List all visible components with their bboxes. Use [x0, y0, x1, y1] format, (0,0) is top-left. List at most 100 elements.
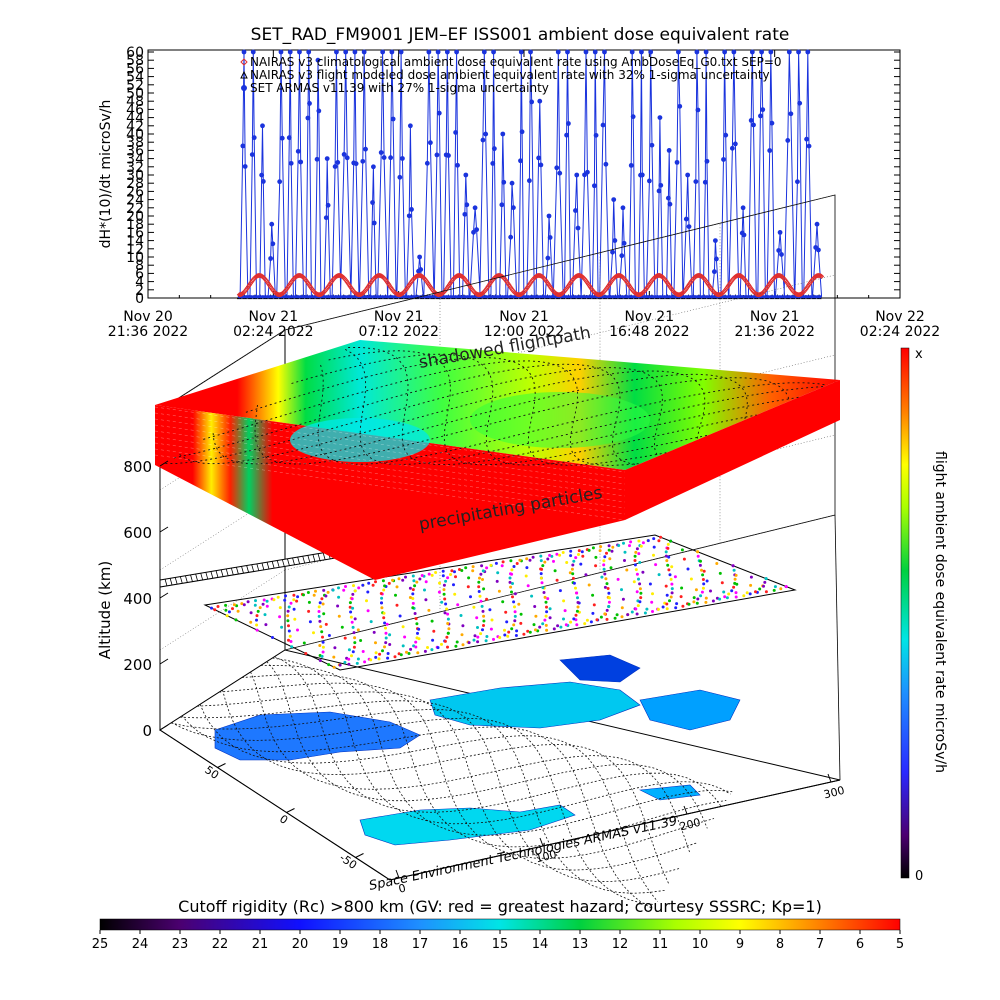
armas-point [741, 232, 747, 238]
orbit-track-point [321, 602, 325, 606]
orbit-track-point [480, 564, 484, 568]
orbit-track-point [464, 566, 468, 570]
orbit-track-point [430, 648, 434, 652]
armas-point [455, 162, 460, 168]
longitude-tick [539, 837, 544, 847]
armas-baseline-point [294, 295, 298, 299]
orbit-track-point [645, 607, 649, 611]
orbit-track-point [548, 616, 552, 620]
ground-track [250, 671, 691, 854]
orbit-track-point [413, 584, 417, 588]
armas-baseline-point [249, 295, 253, 299]
armas-point [536, 155, 542, 161]
orbit-edge-tick [287, 558, 290, 566]
y-tick-label: 24 [126, 193, 144, 209]
front-edge [159, 729, 391, 881]
orbit-track-point [565, 561, 569, 564]
armas-point [711, 269, 717, 275]
armas-point [409, 207, 414, 212]
armas-point [545, 255, 551, 261]
legend-label: SET ARMAS v11.39 with 27% 1-sigma uncert… [250, 81, 549, 95]
armas-point [518, 49, 524, 55]
orbit-track-point [337, 595, 341, 599]
armas-baseline-point [486, 295, 491, 299]
orbit-track-point [571, 563, 575, 567]
orbit-edge-tick [317, 553, 321, 561]
orbit-track-point [411, 588, 415, 592]
orbit-track-point [350, 620, 354, 624]
orbit-track-point [420, 574, 424, 577]
orbit-track-point [696, 597, 700, 601]
orbit-track-point [442, 588, 446, 592]
armas-baseline-point [430, 295, 434, 299]
x-tick-label-time: 07:12 2022 [358, 324, 438, 340]
armas-baseline-point [336, 295, 340, 299]
orbit-track-point [484, 639, 488, 643]
orbit-track-point [540, 581, 544, 585]
orbit-track-point [249, 620, 253, 624]
orbit-track-point [265, 604, 269, 608]
orbit-track-point [579, 562, 583, 566]
orbit-track-point [670, 582, 674, 586]
armas-point [378, 150, 384, 155]
orbit-track-point [510, 590, 513, 594]
orbit-track-point [515, 562, 519, 565]
orbit-track-point [357, 586, 361, 590]
armas-series [237, 49, 823, 299]
orbit-track-point [701, 586, 705, 590]
armas-baseline-point [696, 295, 700, 299]
armas-baseline-point [322, 295, 326, 299]
orbit-track-point [480, 604, 484, 608]
orbit-track-point [512, 565, 516, 568]
latitude-tick [355, 853, 364, 858]
armas-baseline-point [254, 295, 258, 299]
orbit-track-point [382, 588, 386, 592]
armas-baseline-point [348, 295, 352, 299]
armas-baseline-point [790, 295, 794, 299]
orbit-track-point [454, 644, 458, 648]
orbit-track-point [286, 609, 290, 613]
armas-point [286, 135, 292, 141]
armas-baseline-point [738, 295, 742, 299]
orbit-track-point [639, 544, 643, 548]
shell-layer-line [154, 406, 626, 473]
armas-baseline-point [576, 295, 580, 299]
orbit-track-point [772, 588, 776, 592]
armas-point [612, 238, 618, 243]
orbit-edge-tick [220, 569, 224, 577]
dose-colorbar-label: flight ambient dose equivalent rate micr… [932, 451, 948, 773]
orbit-track-point [657, 573, 661, 577]
orbit-track-point [440, 600, 444, 604]
orbit-track-point [382, 611, 386, 615]
orbit-track-point [287, 605, 291, 609]
orbit-track-point [666, 546, 670, 550]
y-tick-label: 22 [126, 201, 144, 217]
orbit-track-point [384, 641, 388, 645]
orbit-track-point [351, 625, 355, 629]
orbit-track-point [477, 590, 481, 593]
continent-shape [638, 784, 701, 801]
armas-point [666, 148, 672, 153]
armas-baseline-point [282, 295, 286, 299]
orbit-track-point [512, 600, 516, 604]
cutoff-tick-label: 7 [816, 937, 824, 952]
armas-baseline-point [392, 295, 397, 299]
armas-baseline-point [496, 295, 500, 299]
orbit-track-point [312, 631, 315, 635]
figure-title: SET_RAD_FM9001 JEM–EF ISS001 ambient dos… [251, 25, 790, 45]
armas-baseline-point [270, 295, 274, 299]
orbit-track-point [758, 587, 762, 591]
orbit-track-point [255, 614, 259, 618]
orbit-track-point [634, 568, 638, 572]
continent-shape [559, 654, 641, 683]
orbit-track-point [255, 628, 259, 632]
y-tick-label: 58 [126, 53, 144, 69]
orbit-track-point [591, 546, 595, 550]
armas-point [316, 108, 322, 114]
orbit-track-point [544, 600, 548, 604]
armas-point [785, 138, 791, 143]
orbit-track-point [718, 571, 722, 575]
armas-baseline-point [550, 295, 554, 299]
armas-point [240, 143, 246, 149]
orbit-track-point [287, 624, 290, 628]
